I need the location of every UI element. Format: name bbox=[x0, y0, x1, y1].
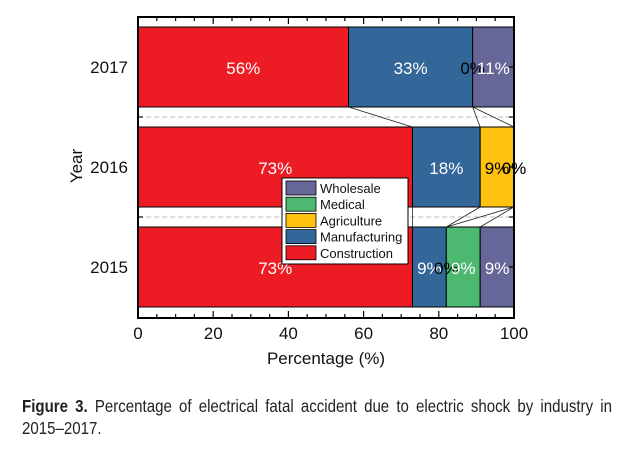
caption-label: Figure 3. bbox=[22, 396, 88, 416]
x-tick-label: 40 bbox=[279, 324, 298, 343]
y-axis-label: Year bbox=[67, 148, 86, 183]
connector-line bbox=[479, 206, 515, 228]
data-label-manufacturing-2016: 18% bbox=[429, 159, 463, 178]
legend-swatch-wholesale bbox=[285, 180, 317, 196]
bar-medical-2015 bbox=[445, 226, 481, 308]
legend-label-agriculture: Agriculture bbox=[320, 213, 382, 228]
x-tick-label: 60 bbox=[354, 324, 373, 343]
bar-manufacturing-2015 bbox=[411, 226, 447, 308]
y-tick-label: 2017 bbox=[90, 58, 128, 77]
connector-line bbox=[446, 206, 515, 228]
y-tick-label: 2015 bbox=[90, 258, 128, 277]
data-label-agriculture-2017: 0% bbox=[460, 59, 485, 78]
legend-swatch-agriculture bbox=[285, 212, 317, 228]
y-tick-label: 2016 bbox=[90, 158, 128, 177]
connector-line bbox=[348, 106, 413, 128]
data-label-construction-2016: 73% bbox=[258, 159, 292, 178]
data-label-construction-2017: 56% bbox=[226, 59, 260, 78]
data-label-wholesale-2017: 11% bbox=[477, 59, 510, 78]
data-label-agriculture-2015: 0% bbox=[434, 259, 459, 278]
legend-label-wholesale: Wholesale bbox=[320, 181, 381, 196]
legend-swatch-manufacturing bbox=[285, 229, 317, 245]
data-labels: 56% 33% 0%11%73% 18% 9%0%0%73% 9%0%9% 9% bbox=[226, 59, 526, 278]
connector-line bbox=[472, 106, 515, 128]
data-label-manufacturing-2015: 9% bbox=[417, 259, 442, 278]
data-label-agriculture-2016: 9% bbox=[485, 159, 510, 178]
bar-manufacturing-2017 bbox=[348, 26, 474, 108]
bar-agriculture-2016 bbox=[479, 126, 515, 208]
legend-swatch-medical bbox=[285, 196, 317, 212]
x-axis-label: Percentage (%) bbox=[267, 349, 385, 368]
x-tick-label: 100 bbox=[500, 324, 528, 343]
connector-lines bbox=[348, 106, 515, 228]
data-label-medical-2015: 9% bbox=[451, 259, 476, 278]
figure-caption: Figure 3. Percentage of electrical fatal… bbox=[22, 395, 612, 439]
data-label-wholesale-2015: 9% bbox=[485, 259, 510, 278]
legend-label-manufacturing: Manufacturing bbox=[320, 230, 402, 245]
legend-swatch-construction bbox=[285, 245, 317, 261]
connector-line bbox=[472, 106, 481, 128]
x-tick-label: 20 bbox=[204, 324, 223, 343]
bar-construction-2017 bbox=[137, 26, 350, 108]
caption-text: Percentage of electrical fatal accident … bbox=[22, 396, 612, 438]
connector-line bbox=[446, 206, 481, 228]
x-tick-label: 80 bbox=[429, 324, 448, 343]
legend-label-construction: Construction bbox=[320, 246, 393, 261]
x-tick-label: 0 bbox=[133, 324, 142, 343]
stacked-bar-chart: 56% 33% 0%11%73% 18% 9%0%0%73% 9%0%9% 9% 0 20 40… bbox=[67, 16, 528, 368]
data-label-manufacturing-2017: 33% bbox=[394, 59, 428, 78]
bar-manufacturing-2016 bbox=[411, 126, 481, 208]
axes: 0 20 40 60 80 100 2017 2016 2015 bbox=[90, 17, 528, 343]
legend-label-medical: Medical bbox=[320, 197, 365, 212]
bar-wholesale-2015 bbox=[479, 226, 515, 308]
